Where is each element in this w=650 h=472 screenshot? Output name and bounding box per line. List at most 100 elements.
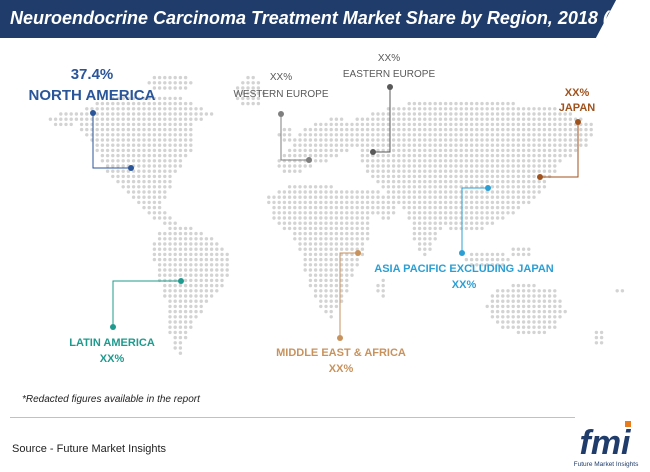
north-america-marker-top xyxy=(90,110,96,116)
map-dot xyxy=(298,153,302,158)
map-dot xyxy=(454,164,458,168)
map-dot xyxy=(594,341,599,345)
map-dot xyxy=(272,200,276,205)
map-dot xyxy=(319,133,323,137)
map-dot xyxy=(178,75,183,80)
map-dot xyxy=(350,221,354,225)
map-dot xyxy=(152,75,157,80)
map-dot xyxy=(376,283,380,288)
map-dot xyxy=(345,143,349,147)
map-dot xyxy=(464,107,469,111)
latin-america-value: XX% xyxy=(100,353,125,365)
map-dot xyxy=(464,143,469,147)
map-dot xyxy=(334,257,339,262)
map-dot xyxy=(189,81,193,85)
map-dot xyxy=(298,200,302,205)
map-dot xyxy=(433,190,437,194)
map-dot xyxy=(469,117,474,121)
map-dot xyxy=(59,112,63,116)
map-dot xyxy=(423,153,427,158)
map-dot xyxy=(194,273,198,277)
map-dot xyxy=(563,143,567,147)
map-dot xyxy=(199,289,203,293)
map-dot xyxy=(329,200,333,205)
map-dot xyxy=(542,133,547,137)
map-dot xyxy=(381,278,385,283)
map-dot xyxy=(282,190,287,194)
map-dot xyxy=(516,289,521,293)
japan-marker-top xyxy=(575,119,581,125)
map-dot xyxy=(521,283,526,288)
map-dot xyxy=(433,221,437,225)
map-dot xyxy=(542,315,547,319)
map-dot xyxy=(319,226,323,231)
map-dot xyxy=(511,138,515,142)
map-dot xyxy=(199,252,203,257)
map-dot xyxy=(178,133,183,137)
map-dot xyxy=(147,179,151,184)
map-dot xyxy=(168,268,172,272)
map-dot xyxy=(241,96,245,101)
map-dot xyxy=(521,320,526,324)
map-dot xyxy=(173,148,177,153)
map-dot xyxy=(105,148,110,153)
map-dot xyxy=(516,294,521,298)
map-dot xyxy=(365,127,370,132)
map-dot xyxy=(459,107,463,111)
map-dot xyxy=(443,159,448,163)
map-dot xyxy=(308,263,313,267)
map-dot xyxy=(532,309,536,314)
map-dot xyxy=(147,112,151,116)
map-dot xyxy=(282,169,287,173)
map-dot xyxy=(386,190,391,194)
map-dot xyxy=(511,309,515,314)
western-europe-label: WESTERN EUROPE xyxy=(233,89,328,100)
map-dot xyxy=(449,195,453,199)
map-dot xyxy=(506,185,510,189)
map-dot xyxy=(137,185,141,189)
map-dot xyxy=(350,247,354,251)
map-dot xyxy=(194,299,198,303)
map-dot xyxy=(293,185,297,189)
map-dot xyxy=(490,133,495,137)
map-dot xyxy=(537,325,541,329)
map-dot xyxy=(428,231,432,236)
map-dot xyxy=(433,138,437,142)
map-dot xyxy=(178,153,183,158)
map-dot xyxy=(111,153,115,158)
map-dot xyxy=(199,247,203,251)
map-dot xyxy=(495,304,500,309)
map-dot xyxy=(402,122,406,127)
map-dot xyxy=(163,294,167,298)
map-dot xyxy=(501,143,505,147)
map-dot xyxy=(527,153,531,158)
map-dot xyxy=(537,133,541,137)
map-dot xyxy=(438,127,443,132)
map-dot xyxy=(157,107,162,111)
map-dot xyxy=(59,117,63,121)
map-dot xyxy=(407,122,411,127)
map-dot xyxy=(303,237,307,241)
map-dot xyxy=(521,159,526,163)
map-dot xyxy=(511,185,515,189)
map-dot xyxy=(563,133,567,137)
map-dot xyxy=(334,252,339,257)
map-dot xyxy=(303,268,307,272)
map-dot xyxy=(173,143,177,147)
map-dot xyxy=(95,148,99,153)
map-dot xyxy=(277,190,281,194)
map-dot xyxy=(100,122,105,127)
map-dot xyxy=(298,205,302,210)
map-dot xyxy=(579,127,583,132)
map-dot xyxy=(417,211,422,215)
map-dot xyxy=(116,101,120,106)
map-dot xyxy=(131,122,136,127)
map-dot xyxy=(183,112,188,116)
map-dot xyxy=(532,133,536,137)
map-dot xyxy=(267,195,271,199)
western-europe-value: XX% xyxy=(270,72,292,83)
map-dot xyxy=(95,133,99,137)
map-dot xyxy=(215,268,219,272)
map-dot xyxy=(313,216,318,220)
map-dot xyxy=(324,195,328,199)
